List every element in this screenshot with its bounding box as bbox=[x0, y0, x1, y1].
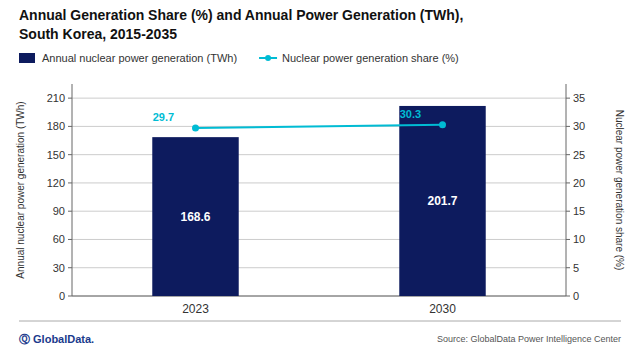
tick-label: 210 bbox=[47, 92, 65, 104]
tick-mark bbox=[566, 126, 570, 127]
tick-mark bbox=[566, 98, 570, 99]
grid-line bbox=[72, 239, 566, 240]
tick-label: 5 bbox=[573, 262, 579, 274]
footer-rule bbox=[19, 321, 621, 322]
legend-marker bbox=[265, 55, 271, 61]
tick-label: 90 bbox=[53, 205, 65, 217]
tick-label: 10 bbox=[573, 233, 585, 245]
category-label: 2023 bbox=[182, 302, 209, 316]
data-label: 201.7 bbox=[427, 194, 457, 208]
tick-mark bbox=[566, 211, 570, 212]
tick-mark bbox=[68, 126, 72, 127]
y-axis-label: Annual nuclear power generation (TWh) bbox=[15, 101, 26, 278]
tick-label: 20 bbox=[573, 177, 585, 189]
chart: Annual Generation Share (%) and Annual P… bbox=[0, 0, 640, 357]
tick-label: 15 bbox=[573, 205, 585, 217]
y2-axis-label: Nuclear power generation share (%) bbox=[614, 110, 625, 271]
logo-text: Ⓠ GlobalData. bbox=[19, 333, 94, 345]
y2-axis-line bbox=[566, 84, 567, 296]
tick-label: 30 bbox=[53, 262, 65, 274]
subtitle: South Korea, 2015-2035 bbox=[19, 26, 177, 42]
tick-mark bbox=[566, 239, 570, 240]
marks bbox=[152, 106, 485, 296]
tick-mark bbox=[68, 211, 72, 212]
tick-label: 180 bbox=[47, 120, 65, 132]
tick-mark bbox=[68, 154, 72, 155]
tick-label: 120 bbox=[47, 177, 65, 189]
bar bbox=[152, 137, 238, 296]
tick-mark bbox=[68, 267, 72, 268]
legend-entry: Annual nuclear power generation (TWh) bbox=[42, 52, 237, 64]
tick-mark bbox=[68, 296, 72, 297]
category-label: 2030 bbox=[429, 302, 456, 316]
tick-mark bbox=[566, 267, 570, 268]
grid-line bbox=[72, 154, 566, 155]
y-axis-line bbox=[72, 84, 73, 296]
line-marker bbox=[192, 125, 199, 132]
data-label: 30.3 bbox=[400, 108, 421, 120]
data-label: 168.6 bbox=[180, 210, 210, 224]
bar bbox=[399, 106, 485, 296]
tick-label: 30 bbox=[573, 120, 585, 132]
legend: Annual nuclear power generation (TWh) Nuc… bbox=[19, 52, 459, 64]
tick-mark bbox=[566, 296, 570, 297]
grid-line bbox=[72, 211, 566, 212]
background bbox=[0, 0, 640, 357]
source-text: Source: GlobalData Power Intelligence Ce… bbox=[437, 334, 621, 344]
x-axis-line bbox=[72, 296, 566, 297]
tick-label: 150 bbox=[47, 149, 65, 161]
tick-mark bbox=[68, 239, 72, 240]
tick-mark bbox=[566, 182, 570, 183]
title: Annual Generation Share (%) and Annual P… bbox=[19, 7, 463, 23]
grid-line bbox=[72, 296, 566, 297]
tick-label: 25 bbox=[573, 149, 585, 161]
grid-line bbox=[72, 267, 566, 268]
tick-label: 0 bbox=[573, 290, 579, 302]
legend-swatch bbox=[19, 53, 35, 63]
legend-entry: Nuclear power generation share (%) bbox=[282, 52, 459, 64]
grid bbox=[68, 98, 570, 296]
tick-label: 60 bbox=[53, 233, 65, 245]
tick-mark bbox=[566, 154, 570, 155]
grid-line bbox=[72, 98, 566, 99]
data-label: 29.7 bbox=[153, 111, 174, 123]
tick-label: 35 bbox=[573, 92, 585, 104]
tick-mark bbox=[68, 182, 72, 183]
grid-line bbox=[72, 182, 566, 183]
data-labels: 168.6 201.7 29.7 30.3 bbox=[153, 108, 458, 224]
tick-mark bbox=[68, 98, 72, 99]
line bbox=[196, 125, 443, 128]
tick-label: 0 bbox=[59, 290, 65, 302]
line-marker bbox=[439, 121, 446, 128]
